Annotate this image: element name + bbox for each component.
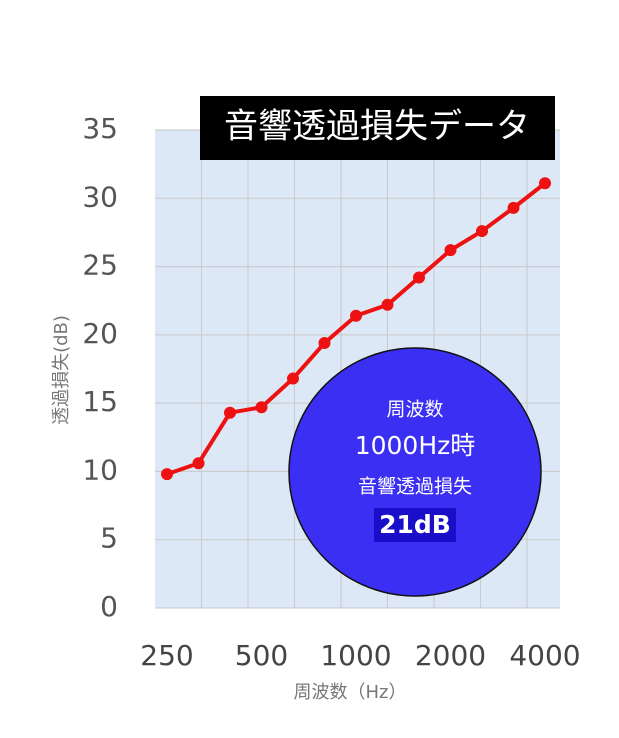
data-point bbox=[444, 244, 457, 257]
data-point bbox=[318, 337, 331, 350]
x-tick-label: 2000 bbox=[415, 639, 486, 672]
y-tick-label: 10 bbox=[82, 453, 118, 486]
callout-text: 1000Hz時 bbox=[355, 431, 476, 460]
data-point bbox=[539, 177, 551, 190]
data-point bbox=[161, 468, 173, 481]
x-tick-label: 500 bbox=[235, 639, 288, 672]
data-point bbox=[350, 309, 362, 322]
callout-text: 21dB bbox=[379, 510, 451, 539]
x-tick-label: 250 bbox=[140, 639, 193, 672]
data-point bbox=[507, 201, 520, 214]
y-tick-label: 20 bbox=[82, 317, 118, 350]
y-tick-label: 30 bbox=[82, 180, 118, 213]
callout-highlight bbox=[374, 508, 456, 542]
data-point bbox=[255, 401, 268, 414]
chart-title: 音響透過損失データ bbox=[224, 107, 530, 147]
x-axis-label: 周波数（Hz） bbox=[294, 682, 407, 703]
y-tick-label: 0 bbox=[100, 590, 118, 623]
y-axis-label: 透過損失(dB) bbox=[51, 315, 72, 425]
data-point bbox=[476, 225, 488, 238]
x-tick-label: 1000 bbox=[320, 639, 391, 672]
callout-text: 周波数 bbox=[386, 399, 443, 421]
x-tick-label: 4000 bbox=[509, 639, 580, 672]
callout-circle bbox=[288, 347, 542, 597]
title-box bbox=[200, 96, 555, 160]
data-point bbox=[381, 298, 394, 311]
data-point bbox=[192, 457, 205, 470]
y-tick-label: 25 bbox=[82, 249, 118, 282]
data-point bbox=[224, 406, 236, 419]
data-point bbox=[413, 271, 425, 284]
y-tick-label: 15 bbox=[82, 385, 118, 418]
y-tick-label: 35 bbox=[82, 112, 118, 145]
callout-text: 音響透過損失 bbox=[358, 476, 472, 498]
data-point bbox=[287, 372, 299, 385]
y-tick-label: 5 bbox=[100, 522, 118, 555]
